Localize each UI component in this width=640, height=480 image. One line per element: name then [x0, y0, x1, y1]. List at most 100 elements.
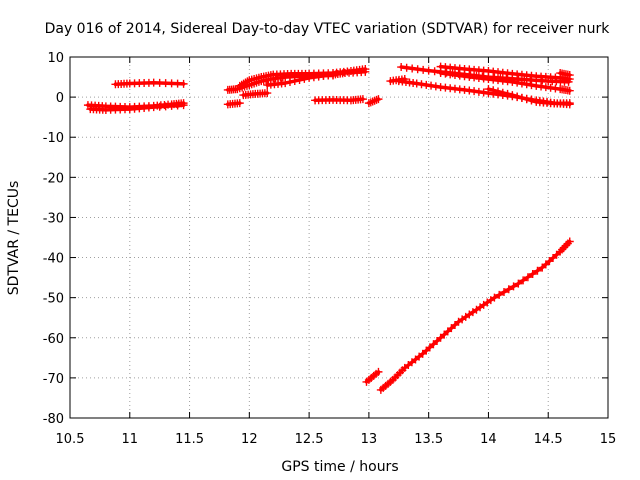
- data-point: [235, 99, 244, 108]
- data-series-group: [111, 78, 188, 89]
- data-point: [374, 95, 383, 104]
- data-point: [402, 63, 411, 72]
- data-point: [494, 87, 503, 96]
- data-point: [408, 64, 417, 73]
- x-tick-label: 13.5: [414, 432, 443, 447]
- data-point: [300, 74, 309, 83]
- y-tick-label: -50: [43, 292, 64, 307]
- data-point: [358, 95, 367, 104]
- data-point: [519, 276, 528, 285]
- data-series-group: [376, 237, 574, 394]
- y-tick-label: -60: [43, 332, 64, 347]
- data-series-group: [362, 367, 383, 386]
- data-point: [290, 76, 299, 85]
- data-point: [179, 101, 188, 110]
- x-tick-label: 11.5: [175, 432, 204, 447]
- data-point: [503, 89, 512, 98]
- data-point: [397, 63, 406, 72]
- y-tick-label: -70: [43, 372, 64, 387]
- data-point: [522, 80, 531, 89]
- data-series-group: [364, 95, 383, 108]
- data-point: [372, 95, 381, 104]
- data-point: [517, 93, 526, 102]
- data-point: [281, 79, 290, 88]
- data-series-group: [263, 67, 370, 90]
- data-series-group: [235, 65, 370, 90]
- data-point: [523, 273, 532, 282]
- data-point: [565, 99, 574, 108]
- data-point: [565, 71, 574, 80]
- data-point: [484, 85, 493, 94]
- data-point: [490, 293, 499, 302]
- data-point: [417, 80, 426, 89]
- x-tick-label: 15: [600, 432, 617, 447]
- data-point: [295, 75, 304, 84]
- data-series: [83, 62, 574, 394]
- y-tick-label: -20: [43, 171, 64, 186]
- x-tick-label: 10.5: [56, 432, 85, 447]
- data-point: [517, 79, 526, 88]
- y-tick-label: 0: [56, 91, 64, 106]
- y-axis-label: SDTVAR / TECUs: [6, 181, 22, 296]
- data-point: [412, 79, 421, 88]
- series-line: [379, 239, 572, 392]
- data-point: [243, 77, 252, 86]
- data-point: [508, 77, 517, 86]
- data-point: [495, 290, 504, 299]
- data-series-group: [86, 101, 188, 114]
- y-tick-label: -10: [43, 131, 64, 146]
- data-series-group: [436, 69, 574, 95]
- data-point: [533, 266, 542, 275]
- data-point: [565, 237, 574, 246]
- data-point: [498, 88, 507, 97]
- data-point: [179, 79, 188, 88]
- chart-title: Day 016 of 2014, Sidereal Day-to-day VTE…: [45, 21, 611, 37]
- y-tick-label: -80: [43, 412, 64, 427]
- data-point: [489, 86, 498, 95]
- data-point: [509, 282, 518, 291]
- x-tick-label: 14: [480, 432, 497, 447]
- data-series-group: [436, 62, 574, 84]
- y-tick-label: -40: [43, 252, 64, 267]
- data-point: [527, 81, 536, 90]
- y-tick-labels: 10 0 -10 -20 -30 -40 -50 -60 -70 -80: [43, 51, 64, 427]
- data-point: [374, 367, 383, 376]
- grid: [70, 57, 608, 418]
- data-point: [263, 89, 272, 98]
- plot-frame: [69, 56, 609, 419]
- data-series-group: [311, 95, 367, 105]
- data-series-group: [223, 99, 244, 109]
- x-tick-label: 12.5: [295, 432, 324, 447]
- data-point: [285, 78, 294, 87]
- data-point: [368, 97, 377, 106]
- data-point: [508, 91, 517, 100]
- x-tick-label: 12: [241, 432, 258, 447]
- data-series-group: [484, 85, 574, 108]
- data-series-group: [556, 69, 574, 80]
- data-point: [499, 288, 508, 297]
- data-point: [513, 78, 522, 87]
- data-point: [527, 96, 536, 105]
- data-point: [513, 92, 522, 101]
- y-tick-label: 10: [47, 51, 64, 66]
- data-point: [366, 98, 375, 107]
- data-point: [364, 99, 373, 108]
- data-point: [422, 80, 431, 89]
- axis-ticks: [69, 56, 609, 419]
- data-point: [431, 82, 440, 91]
- y-tick-label: -30: [43, 211, 64, 226]
- data-point: [370, 96, 379, 105]
- data-point: [528, 270, 537, 279]
- x-tick-label: 11: [122, 432, 139, 447]
- x-axis-label: GPS time / hours: [281, 459, 398, 475]
- data-point: [565, 86, 574, 95]
- data-point: [361, 67, 370, 76]
- data-point: [514, 279, 523, 288]
- x-tick-label: 13: [361, 432, 378, 447]
- data-point: [427, 81, 436, 90]
- data-point: [504, 285, 513, 294]
- data-point: [419, 65, 428, 74]
- x-tick-labels: 10.5 11 11.5 12 12.5 13 13.5 14 14.5 15: [56, 432, 617, 447]
- x-tick-label: 14.5: [534, 432, 563, 447]
